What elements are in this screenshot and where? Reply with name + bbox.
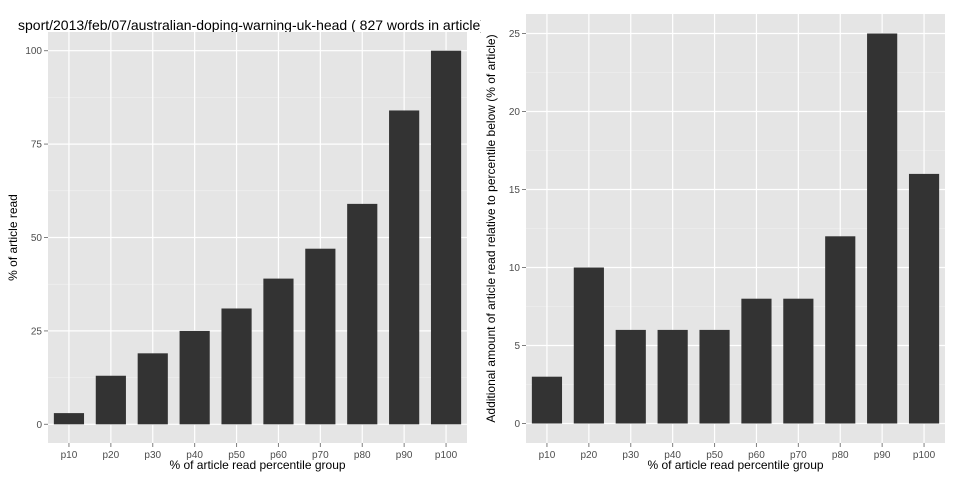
left-x-axis-title: % of article read percentile group (169, 458, 345, 472)
left-x-tick-label: p60 (270, 450, 287, 461)
left-x-tick-label: p50 (228, 450, 245, 461)
left-y-tick-label: 75 (31, 140, 43, 151)
right-bar-p90 (867, 33, 898, 424)
right-x-tick-label: p40 (664, 450, 681, 461)
left-bar-p10 (53, 413, 85, 425)
right-x-tick-label: p30 (622, 450, 639, 461)
right-x-tick-label: p50 (706, 450, 723, 461)
left-bar-p40 (179, 330, 210, 425)
left-bar-p60 (263, 278, 294, 425)
left-bar-p70 (305, 248, 336, 425)
right-y-tick-label: 20 (509, 107, 521, 118)
right-x-tick-label: p10 (539, 450, 556, 461)
left-x-tick-label: p10 (61, 450, 78, 461)
right-x-tick-label: p90 (874, 450, 891, 461)
left-y-tick-label: 0 (36, 420, 42, 431)
left-x-tick-label: p30 (144, 450, 161, 461)
right-x-tick-label: p60 (748, 450, 765, 461)
left-x-tick-label: p70 (312, 450, 329, 461)
right-x-tick-label: p80 (832, 450, 849, 461)
right-bar-p30 (615, 329, 646, 424)
right-x-tick-label: p100 (913, 450, 936, 461)
left-x-tick-label: p80 (354, 450, 371, 461)
right-chart: 0 5 10 15 20 25 p10 p20 p30 p40 p50 p60 p70 p80 p90 p10… (484, 14, 945, 472)
right-y-axis-title: Additional amount of article read relati… (484, 34, 498, 422)
right-y-tick-label: 0 (514, 419, 520, 430)
left-x-tick-label: p40 (186, 450, 203, 461)
left-chart: sport/2013/feb/07/australian-doping-warn… (6, 17, 485, 472)
left-y-tick-label: 25 (31, 326, 43, 337)
right-bar-p50 (699, 329, 730, 424)
right-bar-p100 (908, 173, 940, 424)
left-bar-p30 (137, 353, 168, 425)
right-x-tick-label: p70 (790, 450, 807, 461)
left-x-tick-label: p100 (435, 450, 458, 461)
left-y-tick-label: 100 (25, 46, 42, 57)
left-chart-title: sport/2013/feb/07/australian-doping-warn… (18, 17, 485, 33)
left-y-axis-title: % of article read (6, 194, 20, 281)
right-x-tick-label: p20 (581, 450, 598, 461)
left-y-tick-label: 50 (31, 233, 43, 244)
right-bar-p40 (657, 329, 688, 424)
right-bar-p80 (825, 236, 856, 424)
right-bar-p60 (741, 298, 772, 424)
left-bar-p20 (95, 375, 126, 425)
right-bar-p10 (531, 376, 563, 424)
right-y-tick-label: 15 (509, 185, 521, 196)
left-bar-p90 (389, 110, 420, 425)
right-y-tick-label: 10 (509, 263, 521, 274)
right-x-axis-title: % of article read percentile group (647, 458, 823, 472)
left-x-tick-label: p90 (396, 450, 413, 461)
right-bar-p70 (783, 298, 814, 424)
left-bar-p80 (347, 203, 378, 425)
right-y-tick-label: 25 (509, 29, 521, 40)
right-bar-p20 (573, 267, 604, 424)
left-bar-p50 (221, 308, 252, 425)
left-bar-p100 (430, 50, 462, 425)
right-y-tick-label: 5 (514, 341, 520, 352)
left-x-tick-label: p20 (103, 450, 120, 461)
